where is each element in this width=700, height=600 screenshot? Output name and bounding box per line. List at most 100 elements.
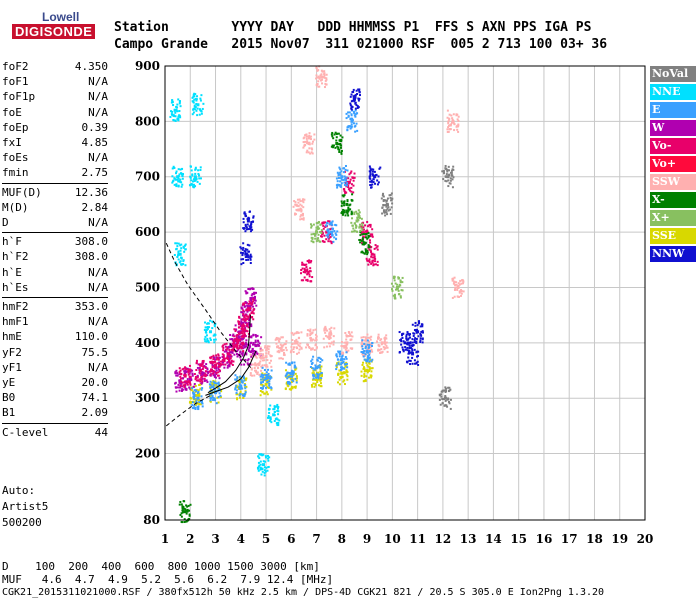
- scatter-dot: [354, 109, 357, 112]
- scatter-dot: [417, 350, 420, 353]
- scatter-dot: [385, 200, 388, 203]
- scatter-dot: [323, 70, 326, 73]
- param-name: B1: [2, 406, 16, 420]
- scatter-dot: [266, 457, 269, 460]
- scatter-dot: [345, 361, 348, 364]
- scatter-dot: [352, 110, 355, 113]
- scatter-dot: [364, 224, 367, 227]
- scatter-dot: [390, 199, 393, 202]
- scatter-dot: [292, 348, 295, 351]
- scatter-dot: [451, 168, 454, 171]
- scatter-dot: [244, 225, 247, 228]
- scatter-dot: [262, 356, 265, 359]
- scatter-dot: [191, 113, 194, 116]
- scatter-dot: [262, 379, 265, 382]
- scatter-dot: [350, 186, 353, 189]
- scatter-dot: [347, 111, 350, 114]
- scatter-dot: [292, 205, 295, 208]
- scatter-dot: [298, 345, 301, 348]
- scatter-dot: [243, 302, 246, 305]
- scatter-dot: [320, 76, 323, 79]
- scatter-dot: [189, 382, 192, 385]
- scatter-dot: [381, 350, 384, 353]
- scatter-dot: [259, 463, 262, 466]
- scatter-dot: [386, 213, 389, 216]
- scatter-dot: [187, 504, 190, 507]
- scatter-dot: [446, 109, 449, 112]
- scatter-dot: [239, 340, 242, 343]
- scatter-dot: [207, 326, 210, 329]
- scatter-dot: [182, 260, 185, 263]
- scatter-dot: [321, 78, 324, 81]
- scatter-dot: [347, 208, 350, 211]
- scatter-dot: [238, 322, 241, 325]
- scatter-dot: [257, 465, 260, 468]
- x-tick-label: 10: [384, 532, 401, 546]
- scatter-dot: [372, 264, 375, 267]
- scatter-dot: [190, 388, 193, 391]
- scatter-dot: [350, 93, 353, 96]
- scatter-dot: [308, 275, 311, 278]
- scatter-dot: [314, 364, 317, 367]
- scatter-dot: [199, 177, 202, 180]
- scatter-dot: [338, 383, 341, 386]
- scatter-dot: [405, 338, 408, 341]
- scatter-dot: [381, 206, 384, 209]
- scatter-dot: [199, 166, 202, 169]
- scatter-dot: [241, 314, 244, 317]
- scatter-dot: [243, 212, 246, 215]
- scatter-dot: [239, 390, 242, 393]
- scatter-dot: [346, 378, 349, 381]
- param-name: yF2: [2, 345, 22, 359]
- scatter-dot: [252, 292, 255, 295]
- scatter-dot: [297, 344, 300, 347]
- scatter-dot: [285, 382, 288, 385]
- auto-label: Auto:: [2, 484, 36, 497]
- scatter-dot: [325, 78, 328, 81]
- scatter-dot: [334, 232, 337, 235]
- scatter-dot: [200, 382, 203, 385]
- scatter-dot: [239, 393, 242, 396]
- scatter-dot: [363, 252, 366, 255]
- y-tick-label: 300: [135, 391, 160, 405]
- scatter-dot: [206, 322, 209, 325]
- scatter-dot: [238, 344, 241, 347]
- param-value: 74.1: [81, 391, 109, 405]
- scatter-dot: [195, 359, 198, 362]
- scatter-dot: [300, 269, 303, 272]
- scatter-dot: [285, 361, 288, 364]
- scatter-dot: [219, 363, 222, 366]
- scatter-dot: [347, 335, 350, 338]
- scatter-dot: [239, 375, 242, 378]
- scatter-dot: [335, 366, 338, 369]
- scatter-dot: [179, 116, 182, 119]
- scatter-dot: [343, 178, 346, 181]
- scatter-dot: [325, 238, 328, 241]
- scatter-dot: [286, 380, 289, 383]
- scatter-dot: [347, 209, 350, 212]
- scatter-dot: [340, 357, 343, 360]
- scatter-dot: [311, 348, 314, 351]
- scatter-dot: [400, 289, 403, 292]
- scatter-dot: [242, 330, 245, 333]
- scatter-dot: [245, 343, 248, 346]
- scatter-dot: [191, 374, 194, 377]
- scatter-dot: [411, 362, 414, 365]
- scatter-dot: [417, 363, 420, 366]
- scatter-dot: [214, 333, 217, 336]
- scatter-dot: [191, 369, 194, 372]
- scatter-dot: [337, 372, 340, 375]
- scatter-dot: [340, 366, 343, 369]
- scatter-dot: [257, 344, 260, 347]
- scatter-dot: [340, 178, 343, 181]
- scatter-dot: [188, 386, 191, 389]
- scatter-dot: [320, 365, 323, 368]
- scatter-dot: [263, 474, 266, 477]
- scatter-dot: [330, 133, 333, 136]
- scatter-dot: [411, 345, 414, 348]
- scatter-dot: [354, 101, 357, 104]
- param-row: B1 2.09: [2, 405, 108, 420]
- scatter-dot: [368, 352, 371, 355]
- scatter-dot: [255, 371, 258, 374]
- scatter-dot: [338, 378, 341, 381]
